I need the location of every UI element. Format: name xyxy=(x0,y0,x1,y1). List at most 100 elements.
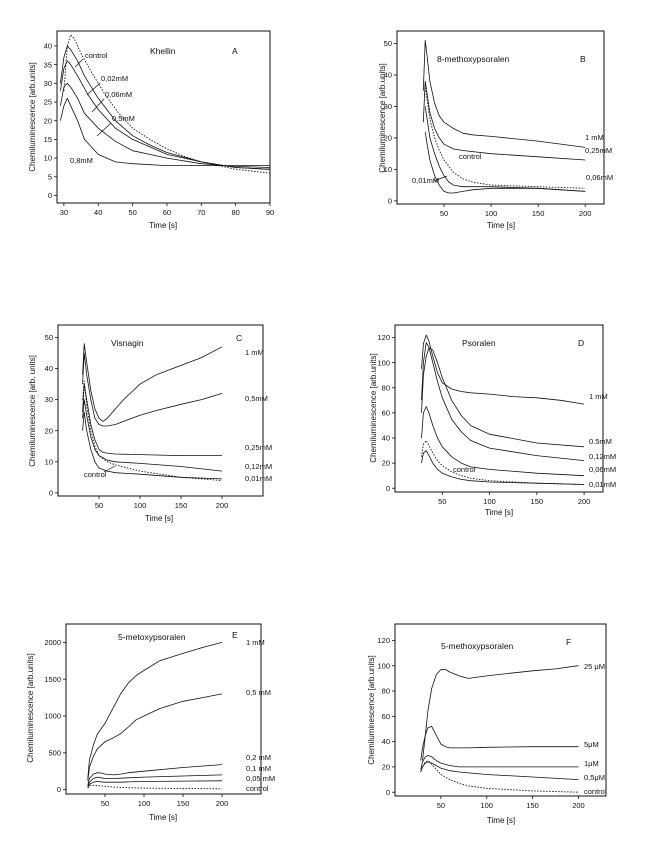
x-tick-label: 80 xyxy=(231,208,239,217)
x-tick-label: 50 xyxy=(437,801,445,810)
plot-frame xyxy=(394,623,607,797)
series-label: control xyxy=(584,787,607,796)
series-label: 1 mM xyxy=(585,133,604,142)
x-tick-label: 50 xyxy=(440,209,448,218)
series-label: 0,06mM xyxy=(105,90,132,99)
panel-letter: F xyxy=(566,637,571,647)
panel-letter: A xyxy=(232,46,238,56)
series-line xyxy=(421,450,585,485)
y-tick-label: 500 xyxy=(48,748,61,757)
y-tick-label: 25 xyxy=(44,98,52,107)
x-tick-label: 150 xyxy=(175,501,188,510)
series-line xyxy=(87,780,223,788)
series-label: control xyxy=(246,784,269,793)
x-tick-label: 100 xyxy=(483,497,496,506)
label-arrow xyxy=(96,122,112,137)
y-tick-label: 40 xyxy=(44,42,52,51)
chart-title: Psoralen xyxy=(462,338,496,348)
series-label: 0,5 mM xyxy=(246,688,271,697)
x-axis-label: Time [s] xyxy=(485,508,513,517)
plot-frame xyxy=(65,623,262,795)
x-axis-label: Time [s] xyxy=(149,221,177,230)
label-arrow xyxy=(91,98,105,113)
series-label: 0,5μM xyxy=(584,773,605,782)
y-tick-label: 100 xyxy=(377,661,390,670)
series-line xyxy=(82,380,223,481)
panel-d: Psoralen D Time [s] Chemiluminescence [a… xyxy=(369,324,616,517)
y-axis-label: Chemiluminescence [arb.units] xyxy=(28,62,37,171)
x-tick-label: 50 xyxy=(101,799,109,808)
series-line xyxy=(82,383,222,457)
x-tick-label: 150 xyxy=(531,497,544,506)
series-line xyxy=(420,726,579,761)
y-tick-label: 15 xyxy=(44,135,52,144)
y-tick-label: 10 xyxy=(44,154,52,163)
series-line xyxy=(422,665,579,761)
series-line xyxy=(63,34,271,174)
y-tick-label: 20 xyxy=(45,426,53,435)
y-tick-label: 20 xyxy=(384,134,392,143)
series-line xyxy=(424,106,586,192)
series-label: 0,12mM xyxy=(245,462,272,471)
x-axis-label: Time [s] xyxy=(487,221,515,230)
series-label: 0,01mM xyxy=(589,480,616,489)
y-tick-label: 20 xyxy=(382,459,390,468)
series-label: 0,02mM xyxy=(101,74,128,83)
y-tick-label: 60 xyxy=(382,408,390,417)
x-tick-label: 100 xyxy=(138,799,151,808)
y-tick-label: 120 xyxy=(377,636,390,645)
series-line xyxy=(82,411,223,480)
series-label: 0,25mM xyxy=(585,146,612,155)
plot-frame xyxy=(56,30,271,204)
y-tick-label: 20 xyxy=(382,763,390,772)
x-tick-label: 90 xyxy=(266,208,274,217)
series-line xyxy=(424,131,586,194)
x-tick-label: 60 xyxy=(163,208,171,217)
y-tick-label: 30 xyxy=(384,102,392,111)
series-label: 0,1 mM xyxy=(246,764,271,773)
x-tick-label: 100 xyxy=(480,801,493,810)
series-label: control xyxy=(84,470,107,479)
series-label: 1 mM xyxy=(246,638,265,647)
series-label: 1 mM xyxy=(245,348,264,357)
y-tick-label: 40 xyxy=(384,71,392,80)
series-label: 0,2 mM xyxy=(246,753,271,762)
y-tick-label: 35 xyxy=(44,60,52,69)
chart-title: Khellin xyxy=(150,46,176,56)
series-line xyxy=(420,755,579,770)
plot-frame xyxy=(396,30,605,205)
series-label: 0,05 mM xyxy=(246,774,275,783)
series-line xyxy=(87,642,223,779)
y-axis-label: Chemiluminescence [arb.units] xyxy=(369,353,378,462)
panel-e: 5-metoxypsoralen E Time [s] Chemilumines… xyxy=(26,623,275,822)
chart-title: 8-methoxypsoralen xyxy=(437,54,510,64)
y-tick-label: 100 xyxy=(377,358,390,367)
label-arrow xyxy=(103,465,116,473)
y-tick-label: 40 xyxy=(45,364,53,373)
x-tick-label: 30 xyxy=(60,208,68,217)
panel-letter: B xyxy=(580,54,586,64)
x-tick-label: 50 xyxy=(95,501,103,510)
series-line xyxy=(421,347,585,448)
x-tick-label: 100 xyxy=(485,209,498,218)
x-tick-label: 200 xyxy=(579,209,592,218)
y-axis-label: Chemiluminescence [arb.units] xyxy=(367,655,376,764)
series-line xyxy=(60,60,271,170)
series-line xyxy=(87,693,223,781)
series-label: 0,01mM xyxy=(245,474,272,483)
y-tick-label: 1000 xyxy=(44,712,61,721)
x-tick-label: 200 xyxy=(216,501,229,510)
series-line xyxy=(421,440,585,485)
series-label: 1 mM xyxy=(589,392,608,401)
y-tick-label: 40 xyxy=(382,737,390,746)
series-line xyxy=(421,342,585,461)
plot-frame xyxy=(57,324,264,497)
series-line xyxy=(82,352,223,427)
series-line xyxy=(60,45,271,170)
series-label: control xyxy=(453,465,476,474)
panel-letter: C xyxy=(236,333,242,343)
panel-letter: E xyxy=(232,630,238,640)
series-line xyxy=(82,343,223,422)
series-label: 0,06mM xyxy=(586,173,613,182)
